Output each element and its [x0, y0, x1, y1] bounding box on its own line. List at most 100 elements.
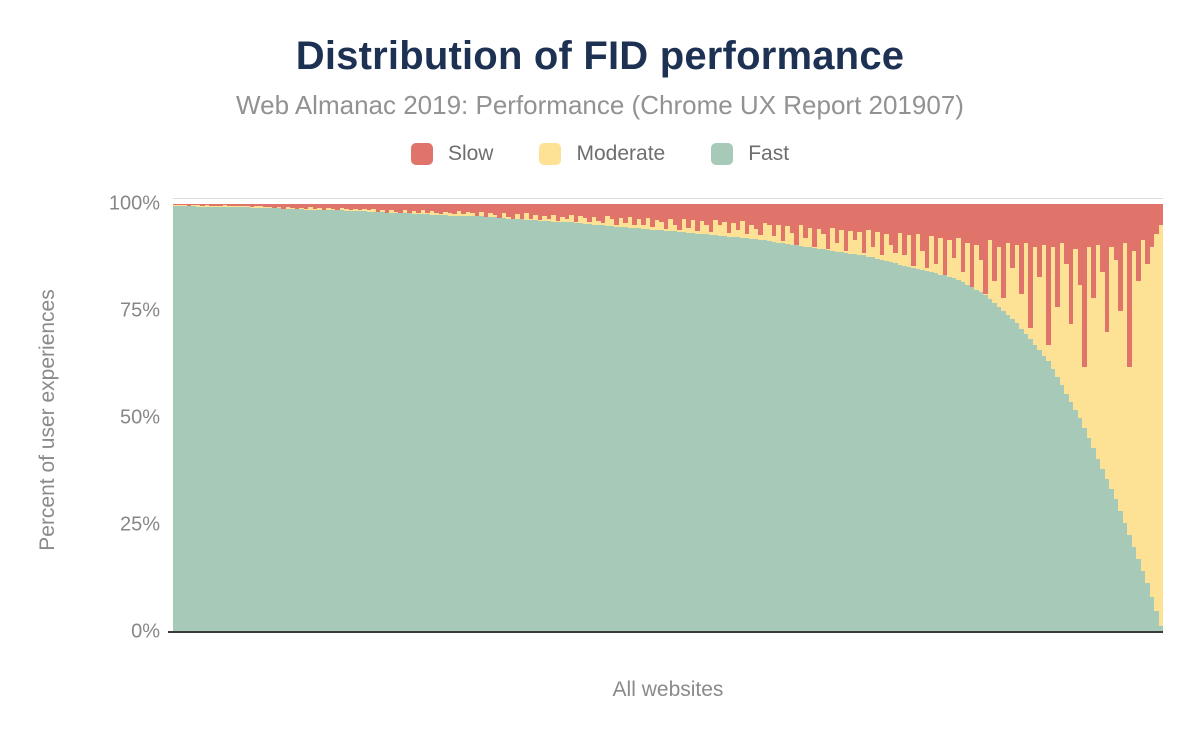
- bar-segment-fast: [1136, 558, 1141, 632]
- bar-segment-moderate: [456, 210, 461, 216]
- bar-segment-moderate: [717, 225, 722, 236]
- bar: [1005, 204, 1010, 632]
- bar-segment-slow: [555, 204, 560, 222]
- bar-segment-slow: [933, 204, 938, 264]
- bar-segment-slow: [618, 204, 623, 218]
- bar: [177, 204, 182, 632]
- bar: [803, 204, 808, 632]
- bar: [353, 204, 358, 632]
- bar-segment-fast: [479, 216, 484, 632]
- bar: [186, 204, 191, 632]
- y-tick-label: 0%: [131, 620, 160, 643]
- bar: [749, 204, 754, 632]
- bar: [897, 204, 902, 632]
- bar-segment-moderate: [479, 211, 484, 217]
- bar-segment-moderate: [191, 205, 196, 207]
- bar-segment-moderate: [452, 213, 457, 216]
- bar: [735, 204, 740, 632]
- bar-segment-slow: [915, 204, 920, 234]
- bar: [191, 204, 196, 632]
- bar-segment-moderate: [515, 214, 520, 219]
- bar: [1140, 204, 1145, 632]
- bar-segment-fast: [744, 238, 749, 632]
- bar-segment-slow: [1145, 204, 1150, 264]
- bar-segment-moderate: [1064, 263, 1069, 394]
- bar-segment-fast: [191, 206, 196, 632]
- bar-segment-fast: [267, 208, 272, 632]
- bar-segment-fast: [1059, 385, 1064, 632]
- bar: [375, 204, 380, 632]
- bar-segment-moderate: [695, 230, 700, 234]
- bar-segment-slow: [249, 204, 254, 207]
- bar-segment-fast: [915, 269, 920, 632]
- bar: [497, 204, 502, 632]
- bar-segment-slow: [1104, 204, 1109, 333]
- bar-segment-fast: [1149, 596, 1154, 632]
- bar-segment-moderate: [668, 218, 673, 231]
- bar: [852, 204, 857, 632]
- bar: [776, 204, 781, 632]
- bar-segment-fast: [627, 227, 632, 632]
- bar-segment-moderate: [1113, 259, 1118, 500]
- bar-segment-moderate: [690, 220, 695, 234]
- bar-segment-fast: [983, 294, 988, 632]
- bar-segment-moderate: [1136, 281, 1141, 559]
- bar-segment-slow: [1010, 204, 1015, 269]
- bar: [285, 204, 290, 632]
- bar: [965, 204, 970, 632]
- bar-segment-slow: [1158, 204, 1163, 226]
- bar-segment-moderate: [222, 205, 227, 207]
- bar-segment-slow: [173, 204, 178, 205]
- bar-segment-fast: [258, 207, 263, 632]
- bar-segment-fast: [371, 211, 376, 632]
- bar-segment-slow: [744, 204, 749, 234]
- bar-segment-moderate: [299, 207, 304, 210]
- bar-segment-fast: [294, 209, 299, 632]
- bar-segment-fast: [1050, 369, 1055, 632]
- bar-segment-fast: [632, 227, 637, 632]
- bar-segment-slow: [357, 204, 362, 210]
- bar: [681, 204, 686, 632]
- bar-segment-fast: [659, 230, 664, 632]
- bar-segment-moderate: [443, 211, 448, 216]
- bar-segment-moderate: [542, 215, 547, 222]
- bar-segment-moderate: [924, 268, 929, 272]
- bar-segment-moderate: [1131, 251, 1136, 547]
- bar: [870, 204, 875, 632]
- bar-segment-slow: [807, 204, 812, 228]
- bar-segment-moderate: [1001, 298, 1006, 311]
- bar-segment-fast: [965, 284, 970, 632]
- bar-segment-moderate: [762, 223, 767, 241]
- bar-segment-slow: [1113, 204, 1118, 260]
- bar-segment-moderate: [659, 221, 664, 231]
- bar-segment-slow: [924, 204, 929, 269]
- gridline-100-percent: [173, 198, 1163, 199]
- bar-segment-moderate: [524, 213, 529, 220]
- bar-segment-moderate: [501, 212, 506, 219]
- bar-segment-slow: [821, 204, 826, 234]
- bar-segment-fast: [974, 289, 979, 632]
- legend-item-slow: Slow: [410, 142, 493, 166]
- bar-segment-moderate: [1118, 311, 1123, 512]
- bar: [330, 204, 335, 632]
- bar-segment-fast: [492, 217, 497, 632]
- bar: [524, 204, 529, 632]
- bar-segment-moderate: [263, 206, 268, 208]
- bar-segment-slow: [965, 204, 970, 243]
- bar-segment-slow: [195, 204, 200, 206]
- bar: [668, 204, 673, 632]
- bar-segment-slow: [699, 204, 704, 222]
- bar-segment-slow: [794, 204, 799, 245]
- bar-segment-fast: [353, 211, 358, 632]
- bar-segment-fast: [902, 266, 907, 632]
- bar-segment-fast: [618, 227, 623, 632]
- bar: [569, 204, 574, 632]
- bar-segment-slow: [1127, 204, 1132, 367]
- chart-subtitle: Web Almanac 2019: Performance (Chrome UX…: [236, 90, 964, 120]
- bar: [267, 204, 272, 632]
- bar-segment-slow: [686, 204, 691, 228]
- bar-segment-fast: [798, 245, 803, 632]
- bar: [1010, 204, 1015, 632]
- bar-segment-slow: [830, 204, 835, 228]
- bar-segment-fast: [438, 215, 443, 632]
